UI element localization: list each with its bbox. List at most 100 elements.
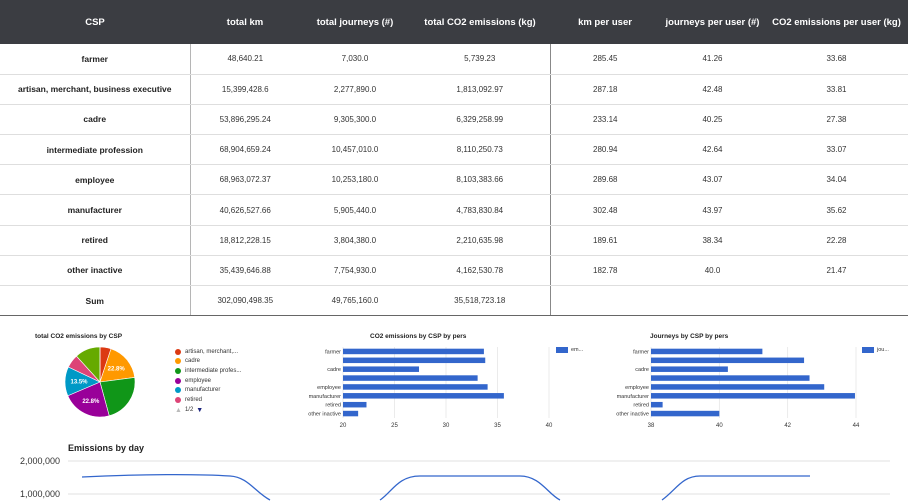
x-tick-label: 35 — [494, 423, 501, 429]
legend-dot — [175, 358, 181, 365]
sum-cell-csp: Sum — [0, 285, 191, 316]
x-tick-label: 42 — [784, 423, 791, 429]
column-header-total-km[interactable]: total km — [190, 0, 300, 44]
sum-cell-co2-per-user — [765, 285, 908, 316]
category-label: other inactive — [308, 412, 341, 418]
legend-dot — [175, 396, 181, 403]
bar[interactable] — [651, 357, 805, 364]
cell-total-km: 53,896,295.24 — [190, 104, 300, 136]
legend-label: jou... — [877, 347, 889, 353]
bar[interactable] — [343, 410, 359, 417]
sum-cell-total-journeys: 49,765,160.0 — [300, 285, 410, 316]
column-header-km-per-user[interactable]: km per user — [550, 0, 660, 44]
cell-km-per-user: 189.61 — [549, 225, 660, 256]
x-tick-label: 30 — [443, 423, 450, 429]
column-header-total-journeys[interactable]: total journeys (#) — [300, 0, 410, 44]
legend-item[interactable]: employee — [175, 376, 241, 386]
pager-label: 1/2 — [184, 407, 194, 414]
cell-csp: manufacturer — [0, 194, 191, 226]
bar[interactable] — [651, 393, 855, 399]
co2-bar-chart-title: CO2 emissions by CSP by pers — [370, 333, 467, 340]
bar[interactable] — [651, 401, 663, 408]
cell-journeys-per-user: 40.0 — [660, 255, 765, 287]
category-label: manufacturer — [309, 394, 342, 400]
legend-dot — [175, 367, 181, 374]
pie-slice[interactable] — [99, 377, 136, 417]
cell-total-co2: 4,783,830.84 — [410, 194, 550, 226]
cell-km-per-user: 233.14 — [549, 104, 660, 136]
column-header-total-co2[interactable]: total CO2 emissions (kg) — [410, 0, 550, 44]
category-label: other inactive — [616, 412, 649, 418]
cell-csp: artisan, merchant, business executive — [0, 74, 191, 105]
column-header-journeys-per-user[interactable]: journeys per user (#) — [660, 0, 765, 44]
table-row: retired 18,812,228.15 3,804,380.0 2,210,635… — [0, 225, 908, 256]
pie-chart: 22.8% 22.8% 13.5% — [64, 346, 136, 418]
bar[interactable] — [343, 393, 504, 399]
cell-total-journeys: 5,905,440.0 — [300, 194, 410, 226]
cell-total-km: 15,399,428.6 — [190, 74, 300, 105]
pie-slice[interactable] — [67, 381, 110, 418]
table-row: intermediate profession 68,904,659.24 10,4… — [0, 134, 908, 166]
cell-journeys-per-user: 42.64 — [660, 134, 765, 166]
legend-item[interactable]: artisan, merchant,... — [175, 347, 241, 357]
cell-journeys-per-user: 40.25 — [660, 104, 765, 136]
cell-total-co2: 6,329,258.99 — [410, 104, 550, 136]
bar[interactable] — [651, 366, 728, 372]
cell-total-co2: 1,813,092.97 — [410, 74, 550, 105]
cell-total-journeys: 2,277,890.0 — [300, 74, 410, 105]
legend-item[interactable]: manufacturer — [175, 385, 241, 395]
cell-total-co2: 8,110,250.73 — [410, 134, 550, 166]
bar[interactable] — [651, 348, 763, 355]
category-label: farmer — [633, 349, 649, 355]
cell-km-per-user: 289.68 — [549, 164, 660, 196]
x-tick-label: 25 — [391, 423, 398, 429]
cell-km-per-user: 285.45 — [549, 44, 660, 75]
bar[interactable] — [343, 384, 488, 390]
table-row: other inactive 35,439,646.88 7,754,930.0 4,… — [0, 255, 908, 287]
bar[interactable] — [343, 357, 486, 364]
legend-label: cadre — [185, 358, 201, 365]
x-tick-label: 20 — [340, 423, 347, 429]
bar[interactable] — [343, 366, 420, 372]
cell-co2-per-user: 27.38 — [765, 104, 908, 136]
table-row: artisan, merchant, business executive 15,… — [0, 74, 908, 105]
cell-co2-per-user: 33.68 — [765, 44, 908, 75]
bar[interactable] — [651, 384, 825, 390]
bar[interactable] — [343, 375, 478, 381]
bar[interactable] — [651, 375, 810, 381]
cell-journeys-per-user: 43.07 — [660, 164, 765, 196]
legend-item[interactable]: retired — [175, 395, 241, 405]
column-header-csp[interactable]: CSP — [0, 0, 190, 44]
table-row: cadre 53,896,295.24 9,305,300.0 6,329,258.9… — [0, 104, 908, 136]
legend-label: employee — [185, 377, 212, 384]
cell-total-co2: 2,210,635.98 — [410, 225, 550, 256]
cell-journeys-per-user: 42.48 — [660, 74, 765, 105]
cell-csp: cadre — [0, 104, 191, 136]
cell-journeys-per-user: 38.34 — [660, 225, 765, 256]
category-label: retired — [633, 403, 649, 409]
table-row: employee 68,963,072.37 10,253,180.0 8,103,3… — [0, 164, 908, 196]
pie-chart-title: total CO2 emissions by CSP — [35, 333, 123, 340]
bar[interactable] — [343, 348, 484, 355]
pager-up-icon[interactable]: ▲ — [175, 406, 182, 414]
x-tick-label: 40 — [716, 423, 723, 429]
column-header-co2-per-user[interactable]: CO2 emissions per user (kg) — [765, 0, 908, 44]
cell-total-km: 48,640.21 — [190, 44, 300, 75]
bar[interactable] — [343, 401, 367, 408]
cell-km-per-user: 280.94 — [549, 134, 660, 166]
legend-pager: ▲ 1/2 ▼ — [175, 407, 241, 414]
pager-down-icon[interactable]: ▼ — [196, 406, 204, 414]
bar[interactable] — [651, 410, 720, 417]
emissions-by-day-title: Emissions by day — [68, 443, 145, 453]
pie-slice-label: 22.8% — [108, 367, 126, 373]
co2-bar-legend[interactable]: em... — [556, 347, 583, 353]
journeys-bar-legend[interactable]: jou... — [862, 347, 889, 353]
cell-co2-per-user: 35.62 — [765, 194, 908, 226]
sum-cell-total-km: 302,090,498.35 — [190, 285, 300, 316]
journeys-bar-chart-title: Journeys by CSP by pers — [650, 333, 729, 340]
legend-item[interactable]: cadre — [175, 357, 241, 367]
legend-item[interactable]: intermediate profes... — [175, 366, 241, 376]
table-row: farmer 48,640.21 7,030.0 5,739.23 285.45 41.2… — [0, 44, 908, 75]
